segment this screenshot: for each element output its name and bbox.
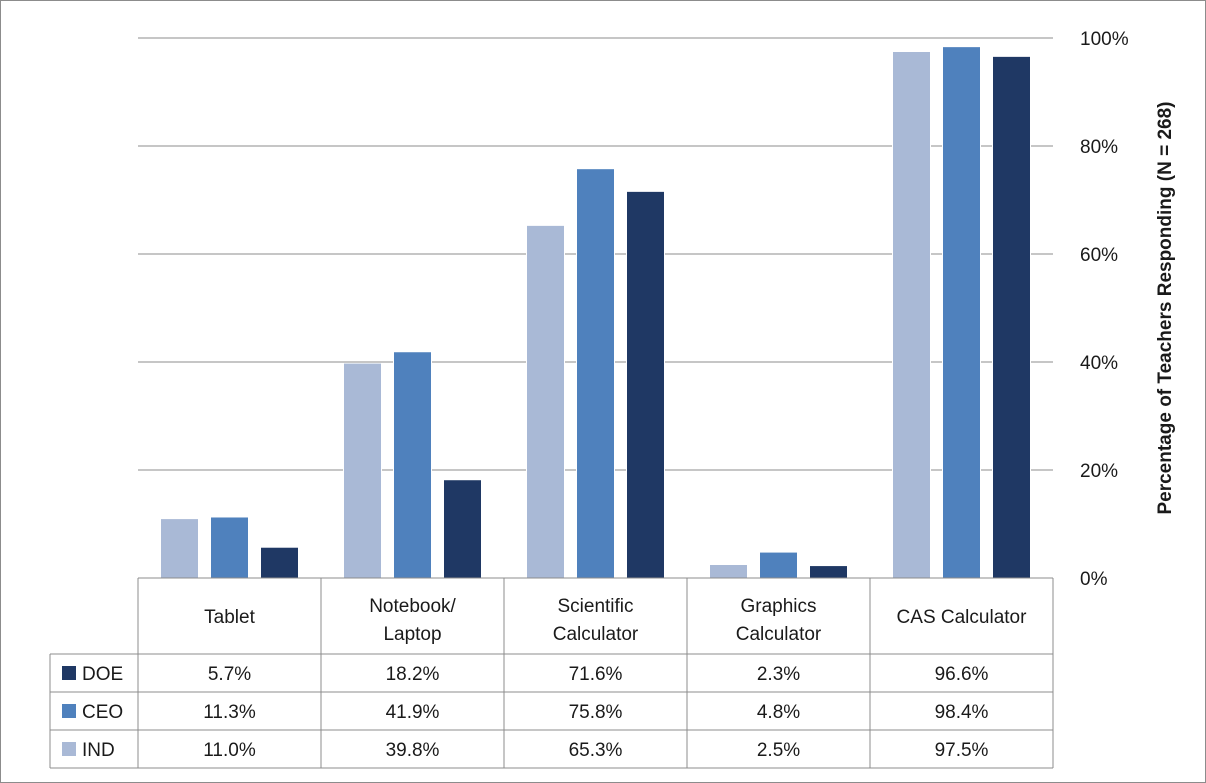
category-label: Notebook/Laptop (369, 596, 456, 645)
bar-ceo (210, 516, 249, 579)
table-cell: 5.7% (208, 664, 251, 685)
table-cell: 75.8% (569, 702, 623, 723)
table-cell: 39.8% (386, 740, 440, 761)
table-cell: 4.8% (757, 702, 800, 723)
legend-swatch-ind (62, 742, 76, 756)
table-cell: 2.3% (757, 664, 800, 685)
table-cell: 11.3% (203, 702, 256, 723)
bar-ind (526, 224, 565, 579)
legend-swatch-ceo (62, 704, 76, 718)
table-cell: 96.6% (935, 664, 989, 685)
y-tick-label: 80% (1080, 137, 1118, 158)
category-label: Graphics Calculator (736, 596, 822, 645)
table-cell: 97.5% (935, 740, 989, 761)
table-cell: 41.9% (386, 702, 440, 723)
y-tick-label: 100% (1080, 29, 1129, 50)
y-tick-label: 40% (1080, 353, 1118, 374)
bar-ind (892, 51, 931, 579)
table-cell: 11.0% (203, 740, 256, 761)
table-cell: 65.3% (569, 740, 623, 761)
bar-ceo (942, 46, 981, 579)
legend-swatch-doe (62, 666, 76, 680)
table-cell: 2.5% (757, 740, 800, 761)
bar-doe (443, 479, 482, 579)
legend-label-doe: DOE (82, 664, 123, 685)
y-tick-label: 60% (1080, 245, 1118, 266)
table-cell: 71.6% (569, 664, 623, 685)
category-label: Scientific Calculator (553, 596, 639, 645)
category-label: Tablet (204, 607, 255, 628)
bar-doe (626, 190, 665, 579)
y-tick-label: 0% (1080, 569, 1108, 590)
bar-ind (709, 564, 748, 579)
bar-doe (992, 55, 1031, 579)
table-cell: 18.2% (386, 664, 440, 685)
table-cell: 98.4% (935, 702, 989, 723)
bar-doe (260, 546, 299, 579)
y-axis-title: Percentage of Teachers Responding (N = 2… (1155, 101, 1176, 514)
category-label: CAS Calculator (897, 607, 1028, 628)
legend-label-ind: IND (82, 740, 115, 761)
bar-ceo (759, 551, 798, 579)
bar-doe (809, 565, 848, 579)
y-tick-label: 20% (1080, 461, 1118, 482)
legend-label-ceo: CEO (82, 702, 123, 723)
bar-ind (343, 362, 382, 579)
bar-ind (160, 518, 199, 579)
bar-ceo (576, 168, 615, 579)
bar-ceo (393, 351, 432, 579)
